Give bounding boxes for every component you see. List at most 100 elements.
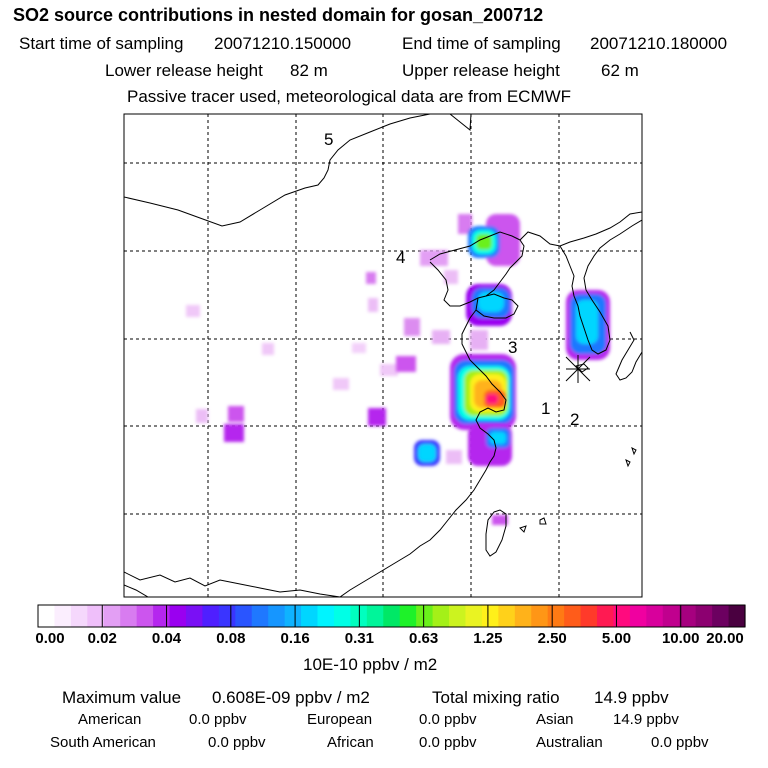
colorbar-cell bbox=[317, 605, 335, 627]
patch-faint bbox=[444, 270, 458, 284]
region-european-name: European bbox=[307, 711, 373, 728]
colorbar-cell bbox=[235, 605, 253, 627]
colorbar-cell bbox=[432, 605, 450, 627]
colorbar-cell bbox=[449, 605, 467, 627]
colorbar-cell bbox=[169, 605, 187, 627]
colorbar-cell bbox=[383, 605, 401, 627]
coast-shandong bbox=[475, 293, 519, 319]
colorbar-cell bbox=[629, 605, 647, 627]
patch-medium bbox=[396, 356, 416, 372]
patch-medium bbox=[228, 406, 244, 422]
colorbar-cell bbox=[333, 605, 351, 627]
upper-release-value: 62 m bbox=[601, 61, 639, 80]
region-south-american-value: 0.0 ppbv bbox=[208, 734, 266, 751]
colorbar-cell bbox=[54, 605, 72, 627]
max-value: 0.608E-09 ppbv / m2 bbox=[212, 688, 370, 707]
colorbar-cell bbox=[218, 605, 236, 627]
colorbar-tick-label: 10.00 bbox=[661, 630, 700, 647]
patch-faint bbox=[196, 409, 208, 423]
colorbar-tick-label: 0.63 bbox=[409, 630, 439, 647]
patch-faint bbox=[470, 330, 488, 350]
colorbar-cell bbox=[416, 605, 434, 627]
colorbar-cell bbox=[514, 605, 532, 627]
coast-taiwan bbox=[485, 509, 507, 557]
colorbar-tick-label: 0.31 bbox=[344, 630, 374, 647]
region-american-name: American bbox=[78, 711, 142, 728]
colorbar-cell bbox=[597, 605, 615, 627]
max-value-label: Maximum value bbox=[62, 688, 182, 707]
region-label-5: 5 bbox=[324, 130, 333, 149]
colorbar-tick-label: 0.08 bbox=[216, 630, 246, 647]
colorbar-cell bbox=[185, 605, 204, 627]
patch-faint bbox=[262, 343, 274, 355]
patch-faint bbox=[380, 364, 398, 376]
total-mixing-value: 14.9 ppbv bbox=[594, 688, 669, 707]
colorbar-ticks bbox=[37, 605, 746, 627]
colorbar-cell bbox=[153, 605, 171, 627]
colorbar-cell bbox=[613, 605, 631, 627]
colorbar-cell bbox=[366, 605, 384, 627]
chart-title: SO2 source contributions in nested domai… bbox=[13, 5, 544, 25]
concentration-field bbox=[186, 214, 610, 525]
colorbar-cell bbox=[547, 605, 565, 627]
region-american-value: 0.0 ppbv bbox=[189, 711, 247, 728]
colorbar-cell bbox=[498, 605, 516, 627]
colorbar-tick-label: 0.00 bbox=[35, 630, 65, 647]
receptor-marker bbox=[565, 355, 591, 383]
upper-release-label: Upper release height bbox=[402, 61, 560, 80]
border-vietnam bbox=[124, 584, 149, 597]
coast-japan bbox=[615, 331, 642, 381]
patch-medium bbox=[458, 214, 472, 234]
end-time-label: End time of sampling bbox=[402, 34, 561, 53]
region-asian-name: Asian bbox=[536, 711, 574, 728]
patch-medium bbox=[224, 424, 244, 442]
colorbar-cell bbox=[564, 605, 582, 627]
colorbar-tick-label: 2.50 bbox=[537, 630, 567, 647]
colorbar-cell bbox=[103, 605, 121, 627]
patch-faint bbox=[446, 450, 462, 464]
border-manchuria bbox=[429, 211, 642, 261]
region-african-value: 0.0 ppbv bbox=[419, 734, 477, 751]
colorbar-cells bbox=[38, 605, 746, 627]
region-australian-value: 0.0 ppbv bbox=[651, 734, 709, 751]
colorbar-cell bbox=[712, 605, 730, 627]
colorbar-unit: 10E-10 ppbv / m2 bbox=[303, 655, 438, 674]
colorbar-tick-label: 1.25 bbox=[473, 630, 503, 647]
colorbar-tick-label: 20.00 bbox=[706, 630, 744, 647]
patch-faint bbox=[366, 272, 376, 284]
colorbar-cell bbox=[399, 605, 417, 627]
colorbar-cell bbox=[202, 605, 220, 627]
total-mixing-label: Total mixing ratio bbox=[432, 688, 560, 707]
patch-faint bbox=[492, 515, 508, 525]
end-time-value: 20071210.180000 bbox=[590, 34, 728, 53]
patch-faint bbox=[333, 378, 349, 390]
coast-bohai bbox=[429, 239, 525, 307]
colorbar-cell bbox=[679, 605, 697, 627]
colorbar-cell bbox=[662, 605, 680, 627]
island-jeju bbox=[575, 363, 589, 373]
coastlines bbox=[124, 114, 642, 597]
colorbar-cell bbox=[580, 605, 598, 627]
colorbar-cell bbox=[301, 605, 319, 627]
patch-faint bbox=[404, 318, 420, 336]
region-asian-value: 14.9 ppbv bbox=[613, 711, 679, 728]
colorbar-cell bbox=[136, 605, 154, 627]
colorbar-cell bbox=[70, 605, 88, 627]
lower-release-value: 82 m bbox=[290, 61, 328, 80]
start-time-value: 20071210.150000 bbox=[214, 34, 352, 53]
region-european-value: 0.0 ppbv bbox=[419, 711, 477, 728]
colorbar-cell bbox=[646, 605, 664, 627]
region-label-2: 2 bbox=[570, 410, 579, 429]
colorbar-cell bbox=[284, 605, 302, 627]
patch-faint bbox=[186, 305, 200, 317]
colorbar-cell bbox=[481, 605, 499, 627]
patch-faint bbox=[352, 343, 366, 353]
start-time-label: Start time of sampling bbox=[19, 34, 184, 53]
border-russia bbox=[449, 114, 472, 131]
colorbar-cell bbox=[87, 605, 105, 627]
region-label-3: 3 bbox=[508, 338, 517, 357]
colorbar-tick-label: 0.04 bbox=[151, 630, 182, 647]
patch-medium bbox=[368, 408, 386, 426]
lower-release-label: Lower release height bbox=[105, 61, 263, 80]
